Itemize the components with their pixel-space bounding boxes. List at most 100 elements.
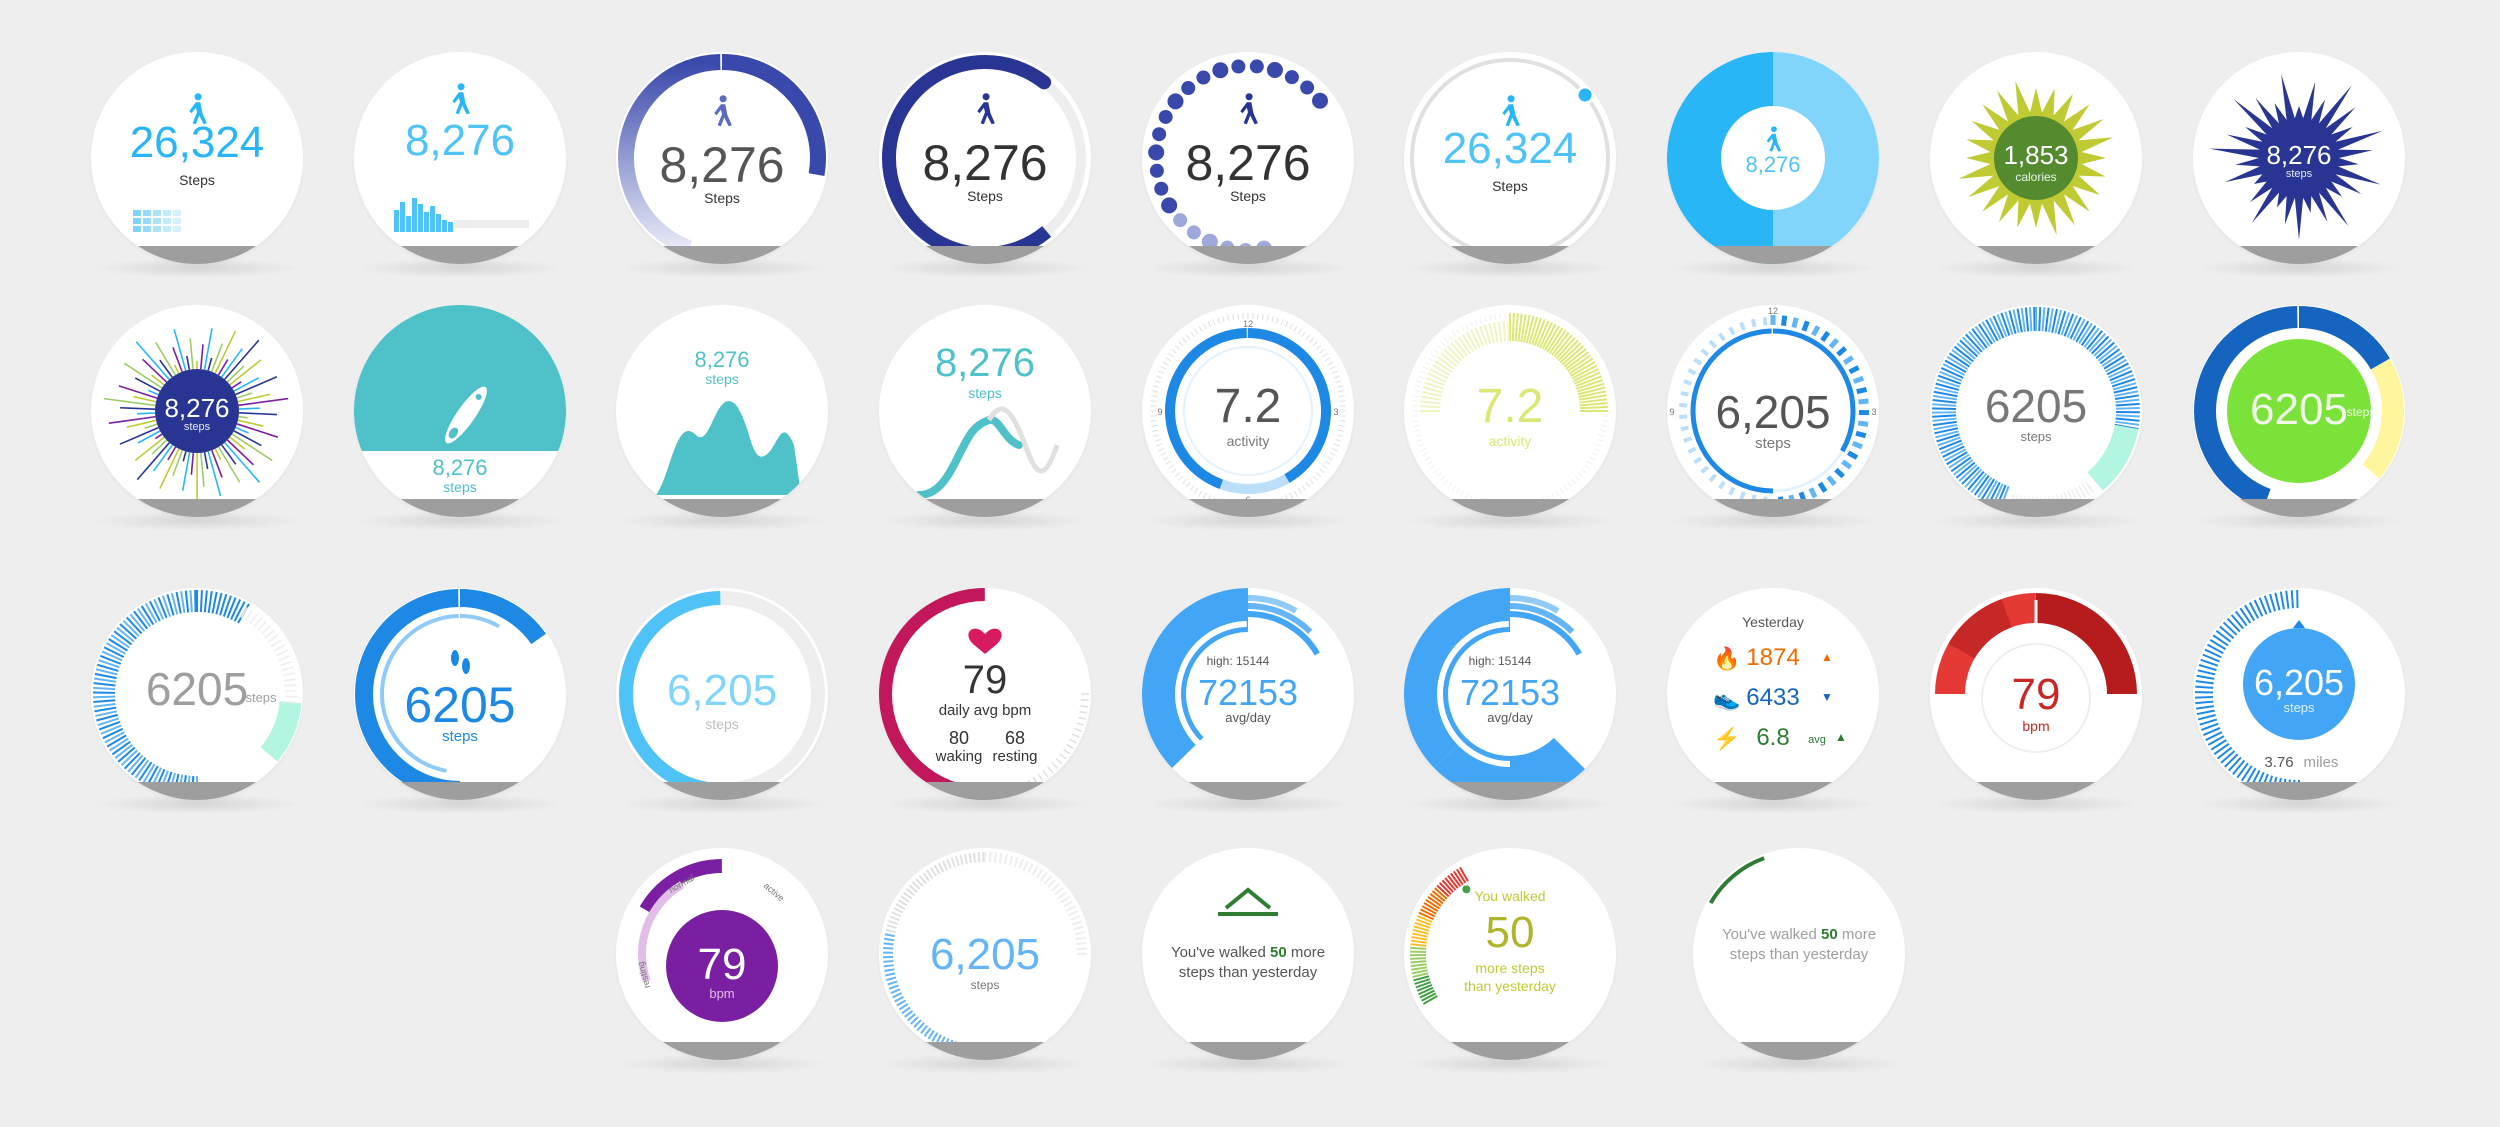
activity-tick bbox=[1483, 324, 1492, 345]
progress-tick bbox=[1953, 459, 1974, 476]
activity-tick bbox=[1570, 361, 1596, 377]
ray bbox=[181, 452, 191, 491]
progress-tick bbox=[890, 988, 901, 995]
progress-tick bbox=[2115, 398, 2140, 404]
scale-arc bbox=[1175, 621, 1249, 767]
progress-tick bbox=[895, 903, 906, 910]
watchface-green-disc[interactable]: 6205 steps bbox=[2193, 305, 2405, 517]
watchface-yesterday[interactable]: Yesterday 🔥 1874 ▲ 👟 6433 ▼ ⚡ 6.8 avg ▲ bbox=[1667, 588, 1879, 800]
progress-tick bbox=[2099, 348, 2121, 365]
comparison-line-2: more steps bbox=[1475, 960, 1545, 976]
ray bbox=[135, 341, 170, 380]
watchface-color-gauge[interactable]: You walked 50 more steps than yesterday bbox=[1404, 848, 1616, 1060]
watchface-navy-arc[interactable]: 8,276 Steps bbox=[879, 52, 1091, 264]
minute-tick bbox=[1289, 492, 1293, 499]
ray bbox=[221, 348, 243, 378]
step-count: 8,276 bbox=[934, 341, 1036, 385]
minute-tick bbox=[1427, 460, 1434, 465]
progress-tick bbox=[2224, 753, 2239, 768]
watchface-lime-clock[interactable]: 7.2 activity bbox=[1404, 305, 1616, 517]
watch-chin bbox=[354, 246, 566, 264]
ray bbox=[182, 451, 187, 462]
step-segment bbox=[1855, 430, 1867, 439]
watchface-tick-ring[interactable]: 6205 steps bbox=[1930, 305, 2142, 517]
watchface-teal-line[interactable]: 8,276 steps bbox=[879, 305, 1091, 517]
minute-tick bbox=[1207, 321, 1212, 328]
watchface-dot-ring[interactable]: 8,276 Steps bbox=[1142, 52, 1354, 264]
watchface-teal-top[interactable]: 8,276 steps bbox=[354, 305, 566, 517]
history-bar bbox=[442, 220, 447, 232]
watchface-soft-arc[interactable]: 6,205 steps bbox=[616, 588, 828, 800]
watchface-red-gauge[interactable]: 79 bpm bbox=[1930, 588, 2142, 800]
minute-tick bbox=[1168, 352, 1174, 358]
track-tick bbox=[1022, 861, 1029, 871]
activity-tick bbox=[1461, 333, 1475, 352]
minute-tick bbox=[1266, 315, 1269, 322]
step-segment bbox=[1811, 325, 1821, 337]
gauge-tick bbox=[1425, 899, 1440, 910]
track-tick bbox=[1079, 710, 1088, 714]
heart-rate-value: 79 bbox=[962, 658, 1008, 702]
watchface-rays[interactable]: 8,276 steps bbox=[91, 305, 303, 517]
gauge-tick bbox=[1421, 905, 1437, 915]
progress-tick bbox=[189, 590, 193, 613]
walking-person-icon bbox=[714, 95, 732, 127]
watchface-heart[interactable]: 79 daily avg bpm 80 waking 68 resting bbox=[879, 588, 1091, 800]
watchface-message2[interactable]: You've walked 50 more steps than yesterda… bbox=[1693, 848, 1905, 1060]
gauge-tick bbox=[1411, 969, 1428, 975]
gauge-tick bbox=[1450, 872, 1462, 887]
progress-tick bbox=[1980, 478, 1996, 501]
progress-tick bbox=[106, 734, 127, 748]
progress-tick bbox=[2195, 705, 2214, 710]
watchface-blue-fan2[interactable]: high: 15144 72153 avg/day bbox=[1404, 588, 1616, 800]
yesterday-title: Yesterday bbox=[1742, 614, 1804, 630]
ray bbox=[238, 412, 277, 416]
gauge-tick bbox=[1452, 870, 1464, 886]
watchface-gradient-arc[interactable]: 8,276 Steps bbox=[616, 52, 828, 264]
progress-tick bbox=[95, 668, 118, 676]
watchface-graphic bbox=[355, 589, 547, 799]
track-tick bbox=[1080, 705, 1089, 708]
watchface-left-ticks[interactable]: 6205 steps bbox=[91, 588, 303, 800]
watchface-blue-fan[interactable]: high: 15144 72153 avg/day bbox=[1142, 588, 1354, 800]
ray bbox=[118, 385, 158, 399]
watchface-blue-swoosh[interactable]: 6205 steps bbox=[354, 588, 566, 800]
watchface-blue-donut[interactable]: 8,276 bbox=[1667, 52, 1879, 264]
progress-tick bbox=[891, 911, 902, 918]
gauge-tick bbox=[1414, 978, 1431, 985]
progress-tick bbox=[922, 872, 931, 882]
minute-tick bbox=[1153, 385, 1160, 388]
watchface-histogram[interactable]: 8,276 bbox=[354, 52, 566, 264]
activity-tick bbox=[1514, 313, 1519, 342]
progress-tick bbox=[2080, 325, 2097, 346]
watchface-purple-gauge[interactable]: resting normal active 79 bpm bbox=[616, 848, 828, 1060]
progress-tick bbox=[233, 601, 246, 622]
center-disc bbox=[1448, 632, 1572, 756]
progress-tick bbox=[2290, 590, 2294, 609]
progress-tick bbox=[2020, 307, 2026, 332]
watchface-green-starburst[interactable]: 1,853 calories bbox=[1930, 52, 2142, 264]
minute-tick bbox=[1324, 460, 1331, 465]
progress-tick bbox=[100, 724, 122, 735]
activity-tick bbox=[1470, 329, 1481, 349]
progress-tick bbox=[1935, 430, 1959, 439]
watchface-message[interactable]: You've walked 50 more steps than yesterda… bbox=[1142, 848, 1354, 1060]
minute-tick bbox=[1499, 313, 1501, 320]
watchface-thin-ring[interactable]: 26,324 Steps bbox=[1404, 52, 1616, 264]
watchface-navy-splat[interactable]: 8,276 steps bbox=[2193, 52, 2405, 264]
progress-tick bbox=[1932, 417, 1957, 422]
watchface-plain-bars[interactable]: 26,324 Steps bbox=[91, 52, 303, 264]
watchface-blue-disc-ticks[interactable]: 6,205 steps 3.76 miles bbox=[2193, 588, 2405, 800]
footprints-icon bbox=[451, 650, 470, 674]
watchface-graphic: 12369 bbox=[1150, 313, 1346, 509]
gauge-tick bbox=[1412, 972, 1429, 978]
minute-tick bbox=[1178, 341, 1184, 347]
ray bbox=[229, 436, 246, 450]
progress-arc bbox=[1690, 328, 1774, 494]
watchface-faint-ticks[interactable]: 6,205 steps bbox=[879, 848, 1091, 1060]
watchface-teal-hills[interactable]: 8,276 steps bbox=[616, 305, 828, 517]
gauge-tick bbox=[1410, 963, 1427, 968]
progress-tick bbox=[2244, 604, 2256, 622]
